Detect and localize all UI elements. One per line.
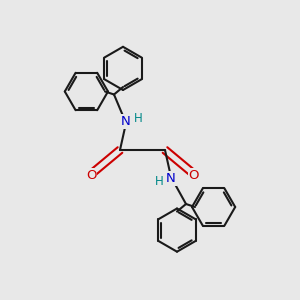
Text: N: N (166, 172, 176, 185)
Text: N: N (121, 115, 131, 128)
Text: H: H (134, 112, 142, 125)
Text: O: O (188, 169, 199, 182)
Text: H: H (154, 175, 164, 188)
Text: O: O (86, 169, 97, 182)
